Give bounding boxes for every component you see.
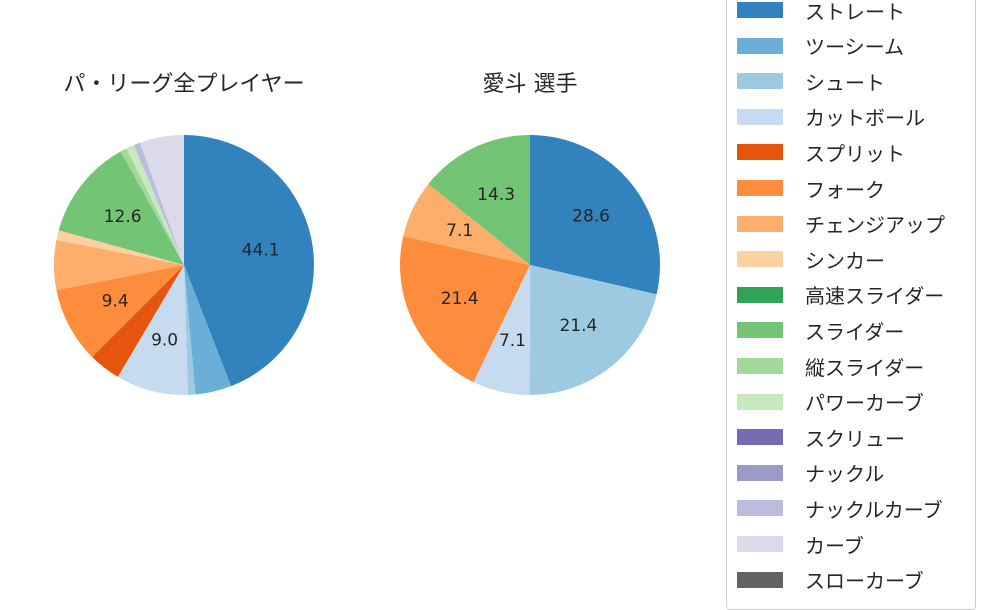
legend-item: ナックル: [737, 458, 884, 488]
pie1-label-9: 14.3: [477, 185, 515, 205]
pie0-label-3: 9.0: [151, 331, 178, 351]
pie1-label-2: 21.4: [559, 316, 597, 336]
legend-label: ナックル: [805, 462, 885, 487]
legend-label: カットボール: [805, 106, 925, 131]
legend-label: フォーク: [805, 177, 885, 202]
pie1-slice-5: [400, 236, 530, 383]
pie1-slice-9: [428, 135, 530, 265]
pie0-slice-7: [56, 230, 184, 265]
legend-label: 高速スライダー: [805, 284, 945, 309]
pie0-slice-2: [184, 265, 196, 395]
legend-item: シュート: [737, 66, 885, 96]
pie1-label-0: 28.6: [572, 206, 610, 226]
legend-label: ナックルカーブ: [805, 497, 943, 522]
legend-item: チェンジアップ: [737, 209, 945, 239]
legend-label: シュート: [805, 70, 885, 95]
pie0-slice-5: [56, 265, 184, 357]
pie1-slice-3: [473, 265, 530, 395]
pie0-slice-14: [133, 142, 184, 265]
pie0-slice-11: [126, 145, 184, 265]
legend: ストレートツーシームシュートカットボール スプリットフォークチェンジアップ シンカー…: [726, 0, 976, 610]
pie1-label-6: 7.1: [446, 221, 473, 241]
legend-swatch: [737, 251, 783, 268]
legend-item: スローカーブ: [737, 565, 924, 595]
pie0-slice-3: [117, 265, 189, 396]
pie-title-1: 愛斗 選手: [483, 72, 578, 97]
legend-label: スローカーブ: [805, 569, 924, 594]
legend-item: カットボール: [737, 102, 925, 132]
legend-swatch: [737, 571, 783, 588]
legend-item: ストレート: [737, 0, 905, 25]
legend-item: 高速スライダー: [737, 280, 944, 310]
pie1-slice-6: [403, 184, 530, 265]
legend-swatch: [737, 500, 783, 517]
pie0-slice-0: [184, 135, 314, 387]
legend-item: スクリュー: [737, 422, 905, 452]
pie0-label-5: 9.4: [102, 292, 129, 312]
legend-swatch: [737, 429, 783, 446]
legend-label: シンカー: [805, 248, 885, 273]
legend-swatch: [737, 73, 783, 90]
legend-swatch: [737, 393, 783, 410]
pie0-slice-1: [184, 265, 232, 395]
legend-item: フォーク: [737, 173, 885, 203]
pie0-slice-4: [92, 265, 184, 377]
legend-label: ツーシーム: [805, 35, 904, 60]
legend-label: ストレート: [805, 0, 905, 24]
legend-swatch: [737, 144, 783, 161]
legend-item: ツーシーム: [737, 31, 904, 61]
legend-item: 縦スライダー: [737, 351, 924, 381]
pie1-label-5: 21.4: [441, 289, 479, 309]
legend-swatch: [737, 464, 783, 481]
pie-title-0: パ・リーグ全プレイヤー: [63, 72, 304, 97]
pie1-label-3: 7.1: [499, 331, 526, 351]
legend-swatch: [737, 2, 783, 18]
pie0-slice-6: [54, 239, 185, 291]
legend-swatch: [737, 108, 783, 125]
legend-swatch: [737, 37, 783, 54]
legend-item: ナックルカーブ: [737, 493, 943, 523]
legend-label: パワーカーブ: [805, 391, 924, 416]
legend-label: スクリュー: [805, 426, 905, 451]
pie0-label-0: 44.1: [242, 241, 280, 261]
legend-label: 縦スライダー: [805, 355, 925, 380]
pie1-slice-2: [529, 265, 657, 395]
pie0-label-9: 12.6: [104, 207, 142, 227]
legend-swatch: [737, 215, 783, 232]
legend-label: スプリット: [805, 141, 905, 166]
pie0-slice-15: [139, 135, 184, 265]
legend-item: シンカー: [737, 244, 885, 274]
legend-item: スプリット: [737, 137, 905, 167]
legend-item: スライダー: [737, 315, 904, 345]
pie0-slice-10: [120, 148, 184, 265]
legend-swatch: [737, 180, 783, 196]
legend-swatch: [737, 286, 783, 303]
legend-label: スライダー: [805, 319, 905, 344]
pie-charts: パ・リーグ全プレイヤー 44.1 9.0 9.4 12.6 愛斗 選手 28.6 21.4 7.…: [54, 72, 660, 396]
legend-label: カーブ: [805, 533, 864, 558]
legend-item: パワーカーブ: [737, 387, 924, 417]
legend-item: カーブ: [737, 529, 864, 559]
legend-swatch: [737, 536, 783, 552]
legend-swatch: [737, 322, 783, 339]
pie1-slice-0: [530, 135, 660, 295]
legend-label: チェンジアップ: [805, 213, 945, 238]
pie0-slice-9: [58, 151, 184, 265]
legend-swatch: [737, 358, 783, 374]
